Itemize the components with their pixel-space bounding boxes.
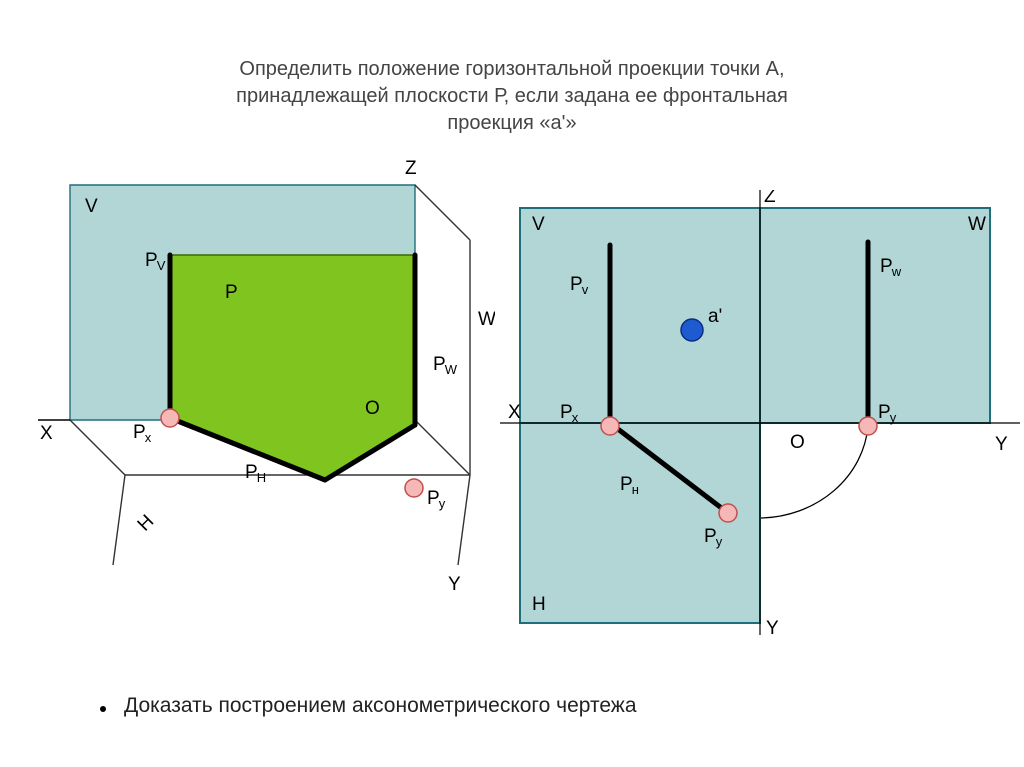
svg-text:O: O [790, 432, 805, 453]
label-O: O [365, 398, 380, 419]
svg-text:X: X [508, 402, 521, 423]
svg-text:Z: Z [405, 160, 417, 179]
svg-text:x: x [145, 430, 152, 445]
svg-text:w: w [891, 264, 902, 279]
label-X: X [40, 423, 53, 444]
label-Ph: PH [245, 462, 266, 485]
title-block: Определить положение горизонтальной прое… [0, 56, 1024, 137]
svg-text:v: v [582, 282, 589, 297]
label-Z: Z [764, 190, 776, 207]
svg-text:a': a' [708, 306, 722, 327]
label-Px: Px [133, 422, 152, 445]
svg-text:O: O [365, 398, 380, 419]
svg-text:y: y [716, 534, 723, 549]
svg-text:H: H [134, 511, 159, 536]
svg-text:V: V [157, 258, 166, 273]
label-Z: Z [405, 160, 417, 179]
svg-text:W: W [445, 362, 458, 377]
svg-text:V: V [85, 196, 98, 217]
svg-text:W: W [968, 214, 986, 235]
title-line-3: проекция «а'» [0, 110, 1024, 137]
label-H: H [532, 594, 546, 615]
label-W: W [968, 214, 986, 235]
label-Y1: Y [995, 434, 1008, 455]
label-Py: Py [427, 488, 446, 511]
svg-text:н: н [632, 482, 639, 497]
svg-text:Y: Y [766, 618, 779, 639]
v-plane [520, 208, 760, 423]
svg-text:Y: Y [448, 574, 461, 595]
right-diagram: VWZXYYOHa'PvPwPxPyPнPy [500, 190, 1020, 670]
left-diagram: VZWXOYPPVPWPxPHPyH [35, 160, 495, 640]
label-V: V [85, 196, 98, 217]
svg-text:W: W [478, 309, 495, 330]
label-Y: Y [448, 574, 461, 595]
label-a': a' [708, 306, 722, 327]
svg-text:Y: Y [995, 434, 1008, 455]
svg-text:x: x [572, 410, 579, 425]
svg-text:Z: Z [764, 190, 776, 207]
footer-text: Доказать построением аксонометрического … [124, 694, 637, 718]
label-V: V [532, 214, 545, 235]
title-line-2: принадлежащей плоскости Р, если задана е… [0, 83, 1024, 110]
footer-bullet-icon [100, 706, 106, 712]
label-Y2: Y [766, 618, 779, 639]
svg-text:H: H [532, 594, 546, 615]
svg-text:y: y [890, 410, 897, 425]
label-O: O [790, 432, 805, 453]
svg-text:X: X [40, 423, 53, 444]
label-Pw: PW [433, 354, 458, 377]
h-plane [520, 423, 760, 623]
title-line-1: Определить положение горизонтальной прое… [0, 56, 1024, 83]
svg-text:P: P [225, 282, 238, 303]
label-W: W [478, 309, 495, 330]
svg-text:V: V [532, 214, 545, 235]
label-X: X [508, 402, 521, 423]
svg-text:y: y [439, 496, 446, 511]
svg-text:H: H [257, 470, 266, 485]
projection-arc [761, 426, 868, 518]
label-P: P [225, 282, 238, 303]
w-plane [760, 208, 990, 423]
